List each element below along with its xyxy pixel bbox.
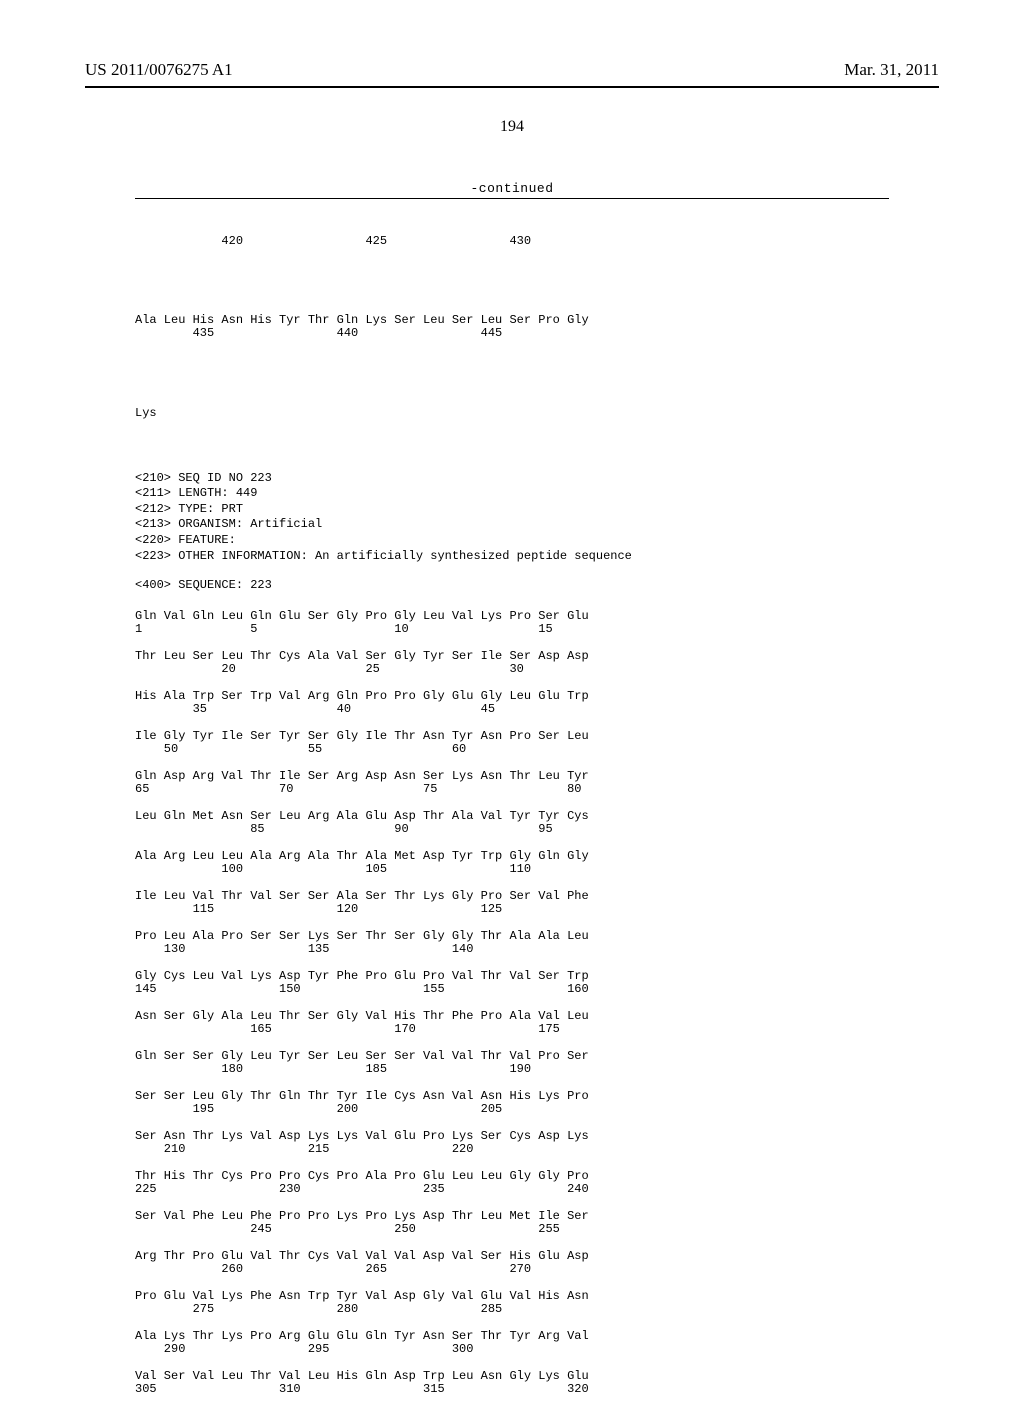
sequence-numbers: 180 185 190	[135, 1063, 531, 1077]
publication-date: Mar. 31, 2011	[844, 60, 939, 80]
sequence-numbers: 420 425 430	[135, 235, 531, 249]
spacer	[135, 1362, 889, 1370]
sequence-row: Ala Leu His Asn His Tyr Thr Gln Lys Ser …	[135, 314, 889, 342]
continued-label: -continued	[135, 181, 889, 196]
sequence-listing: Gln Val Gln Leu Gln Glu Ser Gly Pro Gly …	[135, 610, 889, 1410]
sequence-numbers: 145 150 155 160	[135, 983, 589, 997]
sequence-num-only: 420 425 430	[135, 235, 889, 249]
spacer	[135, 373, 889, 379]
sequence-row: Ile Leu Val Thr Val Ser Ser Ala Ser Thr …	[135, 890, 889, 918]
sequence-row: Thr His Thr Cys Pro Pro Cys Pro Ala Pro …	[135, 1170, 889, 1198]
sequence-numbers: 305 310 315 320	[135, 1383, 589, 1397]
sequence-rule	[135, 198, 889, 199]
sequence-numbers: 435 440 445	[135, 327, 502, 341]
sequence-numbers: 130 135 140	[135, 943, 473, 957]
spacer	[135, 280, 889, 286]
sequence-numbers: 210 215 220	[135, 1143, 473, 1157]
sequence-numbers: 35 40 45	[135, 703, 495, 717]
sequence-row: Pro Leu Ala Pro Ser Ser Lys Ser Thr Ser …	[135, 930, 889, 958]
sequence-numbers: 50 55 60	[135, 743, 466, 757]
spacer	[135, 1322, 889, 1330]
sequence-numbers: 100 105 110	[135, 863, 531, 877]
sequence-row: Arg Thr Pro Glu Val Thr Cys Val Val Val …	[135, 1250, 889, 1278]
sequence-row: Ala Arg Leu Leu Ala Arg Ala Thr Ala Met …	[135, 850, 889, 878]
sequence-numbers: 85 90 95	[135, 823, 553, 837]
sequence-aa: Ala Lys Thr Lys Pro Arg Glu Glu Gln Tyr …	[135, 1330, 589, 1344]
sequence-row: Gln Ser Ser Gly Leu Tyr Ser Leu Ser Ser …	[135, 1050, 889, 1078]
sequence-numbers: 225 230 235 240	[135, 1183, 589, 1197]
sequence-numbers: 260 265 270	[135, 1263, 531, 1277]
sequence-numbers: 115 120 125	[135, 903, 502, 917]
sequence-row: Ser Val Phe Leu Phe Pro Pro Lys Pro Lys …	[135, 1210, 889, 1238]
sequence-400-label: <400> SEQUENCE: 223	[135, 578, 889, 592]
page-header: US 2011/0076275 A1 Mar. 31, 2011	[85, 60, 939, 80]
sequence-row: Ser Ser Leu Gly Thr Gln Thr Tyr Ile Cys …	[135, 1090, 889, 1118]
page-number: 194	[85, 118, 939, 136]
sequence-numbers: 195 200 205	[135, 1103, 502, 1117]
sequence-row: Gln Asp Arg Val Thr Ile Ser Arg Asp Asn …	[135, 770, 889, 798]
sequence-row: Ala Lys Thr Lys Pro Arg Glu Glu Gln Tyr …	[135, 1330, 889, 1358]
top-fragment: 420 425 430 Ala Leu His Asn His Tyr Thr …	[135, 207, 889, 453]
header-rule	[85, 86, 939, 88]
sequence-numbers: 165 170 175	[135, 1023, 560, 1037]
sequence-tail: Lys	[135, 407, 889, 421]
sequence-row: Gly Cys Leu Val Lys Asp Tyr Phe Pro Glu …	[135, 970, 889, 998]
sequence-numbers: 65 70 75 80	[135, 783, 581, 797]
sequence-row: Ser Asn Thr Lys Val Asp Lys Lys Val Glu …	[135, 1130, 889, 1158]
spacer	[135, 1402, 889, 1410]
sequence-numbers: 245 250 255	[135, 1223, 560, 1237]
sequence-metadata: <210> SEQ ID NO 223 <211> LENGTH: 449 <2…	[135, 471, 889, 565]
sequence-row: Thr Leu Ser Leu Thr Cys Ala Val Ser Gly …	[135, 650, 889, 678]
sequence-row: Pro Glu Val Lys Phe Asn Trp Tyr Val Asp …	[135, 1290, 889, 1318]
sequence-row: Ile Gly Tyr Ile Ser Tyr Ser Gly Ile Thr …	[135, 730, 889, 758]
publication-number: US 2011/0076275 A1	[85, 60, 233, 80]
sequence-aa: Lys	[135, 407, 157, 421]
sequence-row: His Ala Trp Ser Trp Val Arg Gln Pro Pro …	[135, 690, 889, 718]
sequence-row: Asn Ser Gly Ala Leu Thr Ser Gly Val His …	[135, 1010, 889, 1038]
page: US 2011/0076275 A1 Mar. 31, 2011 194 -co…	[0, 0, 1024, 1320]
sequence-aa: Val Ser Val Leu Thr Val Leu His Gln Asp …	[135, 1370, 589, 1384]
sequence-row: Val Ser Val Leu Thr Val Leu His Gln Asp …	[135, 1370, 889, 1398]
sequence-row: Gln Val Gln Leu Gln Glu Ser Gly Pro Gly …	[135, 610, 889, 638]
sequence-row: Leu Gln Met Asn Ser Leu Arg Ala Glu Asp …	[135, 810, 889, 838]
sequence-numbers: 1 5 10 15	[135, 623, 553, 637]
sequence-numbers: 20 25 30	[135, 663, 524, 677]
sequence-numbers: 290 295 300	[135, 1343, 473, 1357]
sequence-numbers: 275 280 285	[135, 1303, 502, 1317]
